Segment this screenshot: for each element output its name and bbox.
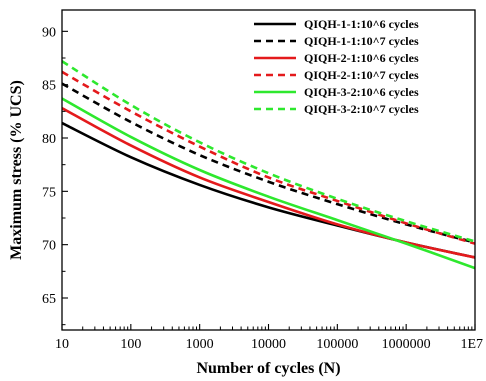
x-tick-label: 10000: [251, 337, 286, 352]
x-tick-label: 1000000: [382, 337, 431, 352]
legend-label-3: QIQH-2-1:10^6 cycles: [304, 51, 419, 65]
x-tick-label: 1E7: [460, 337, 483, 352]
x-tick-label: 1000: [186, 337, 214, 352]
x-axis-label: Number of cycles (N): [196, 360, 340, 377]
tick-layer: 10 100 1000 10000 100000 1000000 1E7 65 70 75 80 85…: [42, 25, 483, 352]
legend-label-5: QIQH-3-2:10^6 cycles: [304, 85, 419, 99]
series-line-5: [62, 97, 475, 270]
x-tick-label: 10: [55, 337, 69, 352]
series-line-4: [62, 70, 475, 245]
y-tick-label: 80: [42, 132, 56, 147]
x-tick-label: 100000: [316, 337, 358, 352]
y-tick-label: 90: [42, 25, 56, 40]
legend-label-1: QIQH-1-1:10^6 cycles: [304, 17, 419, 31]
legend-label-6: QIQH-3-2:10^7 cycles: [304, 102, 419, 116]
y-tick-label: 65: [42, 292, 56, 307]
y-tick-label: 85: [42, 79, 56, 94]
legend: QIQH-1-1:10^6 cycles QIQH-1-1:10^7 cycles…: [254, 17, 419, 116]
legend-label-2: QIQH-1-1:10^7 cycles: [304, 34, 419, 48]
y-tick-label: 75: [42, 185, 56, 200]
plot-layer: [62, 60, 475, 270]
x-tick-label: 100: [120, 337, 141, 352]
legend-label-4: QIQH-2-1:10^7 cycles: [304, 68, 419, 82]
y-tick-label: 70: [42, 239, 56, 254]
y-axis-label: Maximum stress (% UCS): [8, 80, 25, 260]
